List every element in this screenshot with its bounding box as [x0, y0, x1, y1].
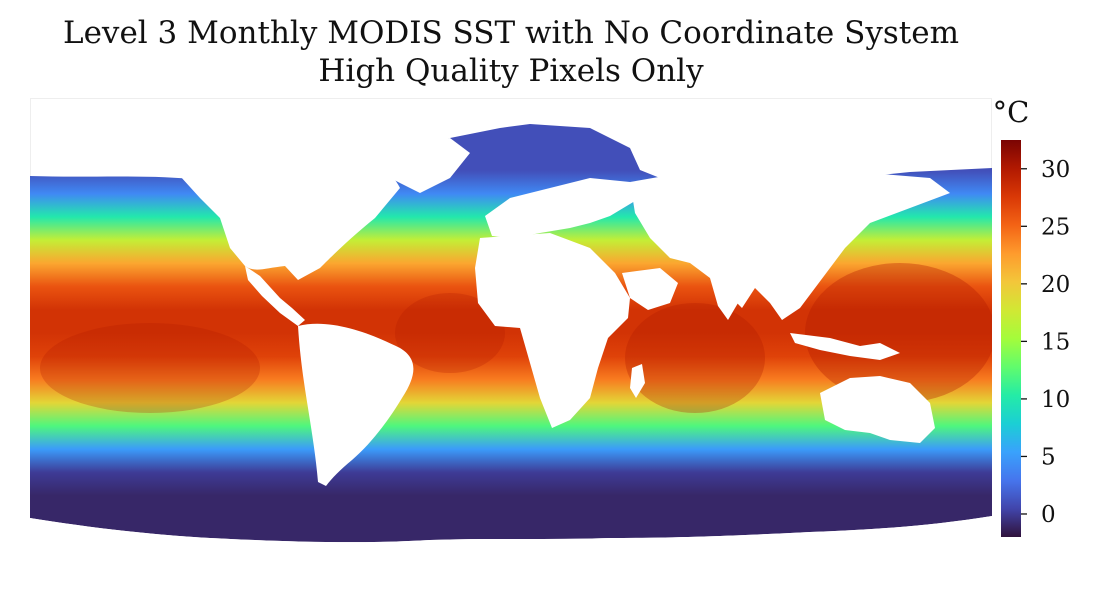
madagascar	[630, 364, 645, 398]
colorbar-tick-label: 25	[1041, 214, 1070, 240]
africa	[475, 233, 630, 428]
arabia	[622, 268, 678, 310]
warm-pool-west-pacific	[805, 263, 992, 403]
chart-subtitle: High Quality Pixels Only	[318, 53, 704, 89]
colorbar-ticks: 0 5 10 15 20 25 30	[1021, 157, 1070, 528]
warm-pool-east-pacific	[40, 323, 260, 413]
colorbar-tick-label: 10	[1041, 387, 1070, 413]
colorbar-tick-label: 0	[1041, 502, 1056, 528]
colorbar-gradient	[1001, 140, 1021, 537]
colorbar: °C 0 5 10 15 20 25 30	[993, 95, 1070, 537]
colorbar-tick-label: 20	[1041, 272, 1070, 298]
india	[710, 278, 742, 320]
warm-pool-indian-ocean	[625, 303, 765, 413]
asia	[630, 163, 950, 320]
antarctica	[30, 516, 992, 579]
chart-title: Level 3 Monthly MODIS SST with No Coordi…	[63, 15, 959, 51]
europe	[485, 178, 640, 238]
colorbar-tick-label: 5	[1041, 444, 1056, 470]
colorbar-tick-label: 30	[1041, 157, 1070, 183]
indonesia	[790, 333, 900, 360]
central-america	[245, 266, 305, 326]
warm-pool-atlantic	[395, 293, 505, 373]
colorbar-label: °C	[993, 95, 1030, 129]
australia	[820, 376, 935, 443]
south-america	[298, 323, 414, 486]
sst-map	[30, 98, 992, 579]
colorbar-tick-label: 15	[1041, 329, 1070, 355]
north-america	[180, 156, 400, 280]
greenland	[360, 138, 470, 193]
land-masses	[30, 138, 992, 579]
